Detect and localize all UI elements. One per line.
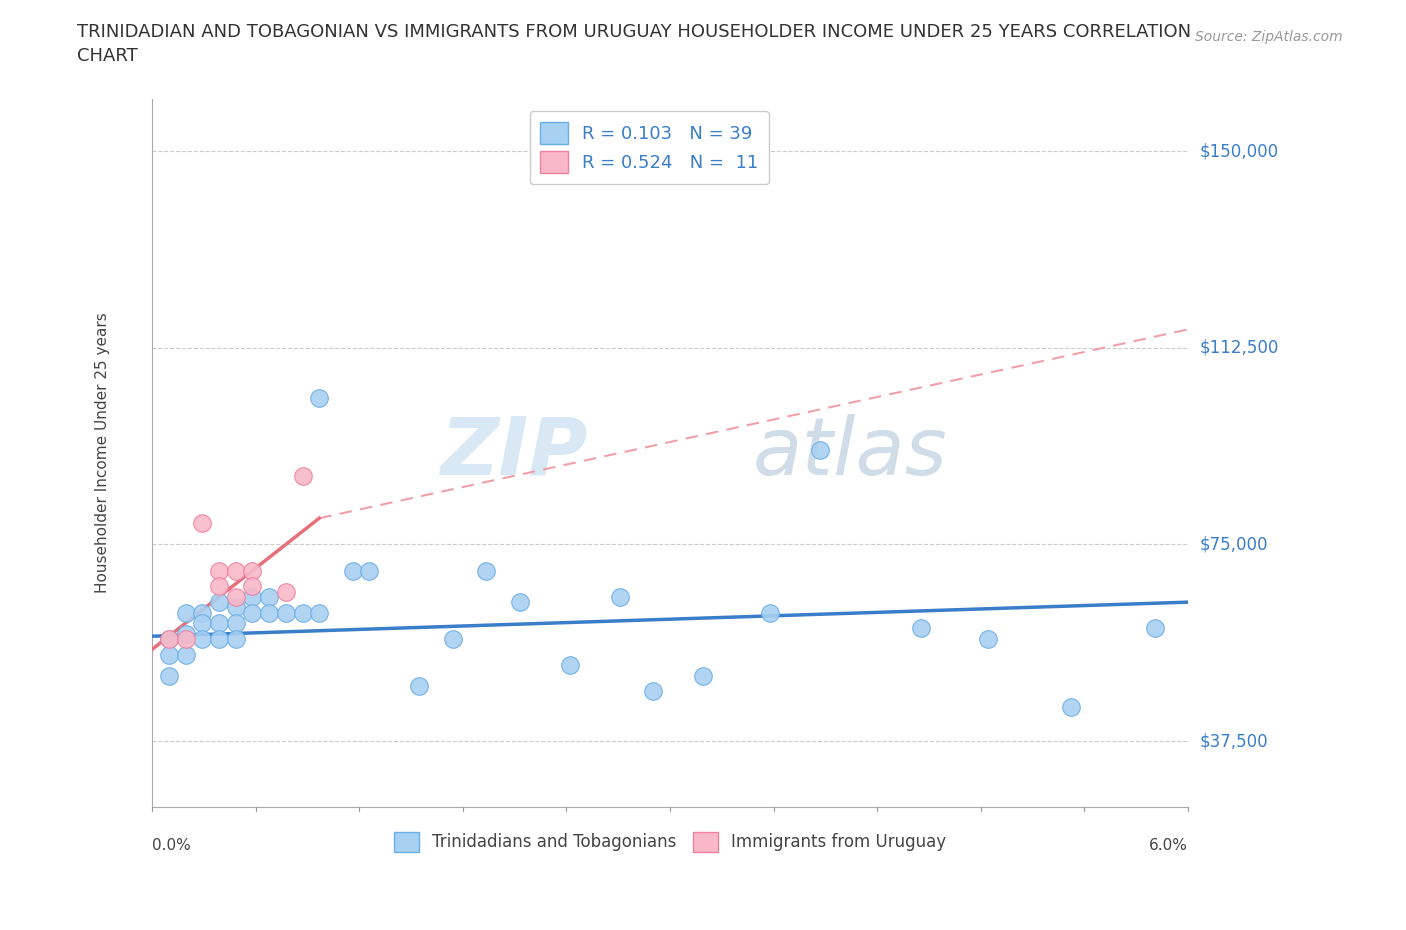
Point (174, 626, 197, 641)
Point (174, 631, 197, 646)
Point (441, 631, 464, 646)
Point (558, 658, 581, 672)
Point (242, 564, 264, 578)
Legend: Trinidadians and Tobagonians, Immigrants from Uruguay: Trinidadians and Tobagonians, Immigrants… (387, 825, 953, 858)
Text: $37,500: $37,500 (1199, 732, 1268, 751)
Point (609, 590, 631, 604)
Point (408, 679, 430, 694)
Point (308, 391, 330, 405)
Point (174, 647, 197, 662)
Point (291, 605, 314, 620)
Point (208, 631, 231, 646)
Point (225, 590, 247, 604)
Point (208, 594, 231, 609)
Point (242, 579, 264, 594)
Point (191, 631, 214, 646)
Point (157, 647, 180, 662)
Point (257, 605, 280, 620)
Point (759, 605, 782, 620)
Point (475, 564, 498, 578)
Text: ZIP: ZIP (440, 414, 588, 492)
Point (191, 605, 214, 620)
Point (157, 631, 180, 646)
Point (174, 605, 197, 620)
Point (643, 684, 665, 698)
Point (910, 621, 932, 636)
Point (208, 564, 231, 578)
Point (157, 668, 180, 683)
Text: TRINIDADIAN AND TOBAGONIAN VS IMMIGRANTS FROM URUGUAY HOUSEHOLDER INCOME UNDER 2: TRINIDADIAN AND TOBAGONIAN VS IMMIGRANTS… (77, 23, 1191, 65)
Point (191, 616, 214, 631)
Text: atlas: atlas (754, 414, 948, 492)
Point (1143, 621, 1166, 636)
Text: Source: ZipAtlas.com: Source: ZipAtlas.com (1195, 30, 1343, 44)
Point (308, 605, 330, 620)
Point (976, 631, 998, 646)
Point (359, 564, 381, 578)
Point (208, 616, 231, 631)
Point (225, 631, 247, 646)
Point (242, 590, 264, 604)
Point (257, 590, 280, 604)
Point (208, 579, 231, 594)
Point (157, 631, 180, 646)
Point (225, 616, 247, 631)
Point (692, 668, 714, 683)
Text: $112,500: $112,500 (1199, 339, 1278, 357)
Point (225, 564, 247, 578)
Point (225, 600, 247, 615)
Point (810, 443, 832, 458)
Point (274, 605, 297, 620)
Text: $75,000: $75,000 (1199, 536, 1268, 553)
Point (291, 469, 314, 484)
Text: Householder Income Under 25 years: Householder Income Under 25 years (96, 312, 110, 593)
Text: $150,000: $150,000 (1199, 142, 1278, 160)
Point (274, 584, 297, 599)
Text: 0.0%: 0.0% (152, 838, 191, 853)
Point (509, 594, 531, 609)
Point (191, 516, 214, 531)
Point (1060, 699, 1083, 714)
Text: 6.0%: 6.0% (1149, 838, 1188, 853)
Point (342, 564, 364, 578)
Point (242, 605, 264, 620)
